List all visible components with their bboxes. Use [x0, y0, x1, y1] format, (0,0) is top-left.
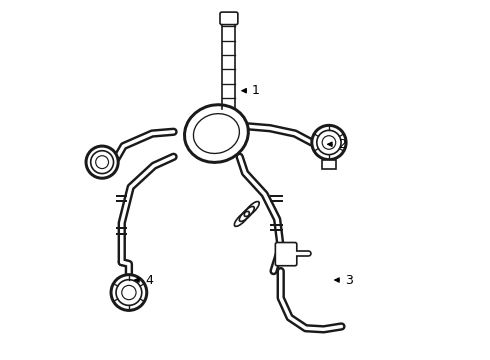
- Text: 2: 2: [328, 138, 346, 151]
- Polygon shape: [322, 160, 336, 169]
- Circle shape: [122, 285, 136, 300]
- Circle shape: [116, 280, 142, 305]
- Circle shape: [111, 275, 147, 310]
- FancyBboxPatch shape: [220, 12, 238, 24]
- Circle shape: [96, 156, 109, 168]
- FancyBboxPatch shape: [275, 243, 297, 266]
- Circle shape: [312, 125, 346, 159]
- Circle shape: [91, 151, 114, 174]
- Text: 4: 4: [135, 274, 153, 287]
- Circle shape: [86, 146, 118, 178]
- Circle shape: [317, 130, 341, 155]
- Circle shape: [322, 136, 336, 149]
- Text: 1: 1: [242, 84, 260, 97]
- Ellipse shape: [185, 105, 248, 162]
- Text: 3: 3: [335, 274, 353, 287]
- Ellipse shape: [194, 114, 240, 153]
